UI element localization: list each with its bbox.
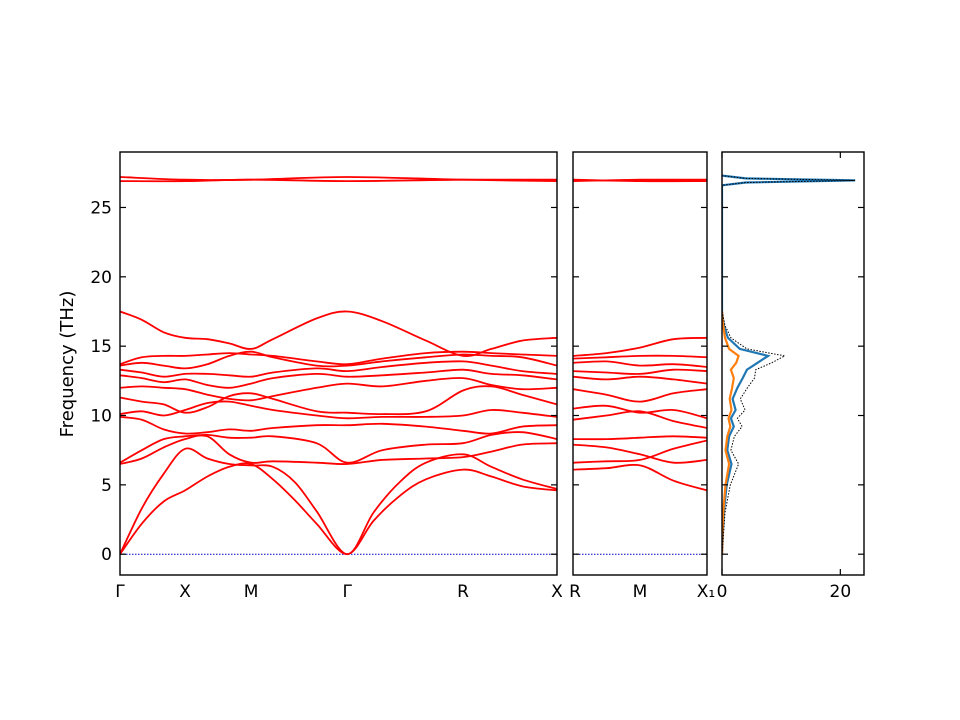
phonon-band-12 — [120, 310, 557, 358]
y-tick-label: 10 — [90, 407, 112, 427]
phonon-band-5 — [573, 404, 707, 420]
phonon-band-0 — [573, 463, 707, 492]
axes-frame — [119, 151, 558, 576]
plot-area — [120, 176, 557, 556]
band-structure-left-panel: Γ X M Γ R X 0 5 10 15 20 25 — [90, 151, 563, 602]
phonon-band-6 — [573, 388, 707, 403]
x-tick-label: R — [569, 582, 581, 602]
axes-frame — [572, 151, 708, 576]
density-of-states-panel: 0 20 — [717, 151, 865, 602]
y-tick-label: 0 — [101, 545, 112, 565]
phonon-band-7 — [120, 377, 557, 402]
x-tick-label: M — [633, 582, 648, 602]
dos-series-0 — [722, 174, 856, 555]
axes-frame — [721, 151, 865, 576]
band-structure-right-panel: R M X₁ — [569, 151, 715, 602]
dos-series-1 — [722, 311, 740, 555]
phonon-band-0 — [120, 462, 557, 556]
phonon-band-14 — [120, 176, 557, 182]
phonon-band-10 — [120, 350, 557, 370]
y-tick-label: 15 — [90, 337, 112, 357]
x-tick-label: R — [457, 582, 469, 602]
y-tick-label: 25 — [90, 198, 112, 218]
phonon-band-10 — [573, 354, 707, 360]
phonon-band-4 — [120, 416, 557, 435]
phonon-band-1 — [120, 447, 557, 556]
phonon-band-5 — [120, 400, 557, 420]
phonon-band-8 — [573, 368, 707, 375]
phonon-band-1 — [573, 439, 707, 464]
x-tick-label: X₁ — [697, 582, 715, 602]
phonon-band-3 — [573, 435, 707, 441]
x-tick-label: M — [244, 582, 259, 602]
phonon-band-11 — [120, 350, 557, 366]
plot-area — [722, 174, 856, 555]
x-tick-label: Γ — [115, 582, 125, 602]
dos-series-2 — [722, 175, 856, 555]
phonon-band-9 — [120, 360, 557, 378]
phonon-band-13 — [573, 178, 707, 183]
x-tick-label: 0 — [717, 582, 728, 602]
phonon-band-4 — [573, 410, 707, 429]
x-tick-label: X — [551, 582, 563, 602]
phonon-band-9 — [573, 360, 707, 368]
phonon-band-3 — [120, 431, 557, 464]
x-tick-label: 20 — [830, 582, 852, 602]
phonon-band-2 — [573, 443, 707, 464]
y-tick-label: 20 — [90, 268, 112, 288]
phonon-band-11 — [573, 336, 707, 357]
phonon-band-7 — [573, 375, 707, 385]
y-axis-label: Frequency (THz) — [57, 291, 78, 438]
y-tick-label: 5 — [101, 476, 112, 496]
phonon-band-6 — [120, 385, 557, 416]
x-tick-label: X — [179, 582, 191, 602]
plot-area — [573, 178, 707, 555]
phonon-band-2 — [120, 434, 557, 466]
x-tick-label: Γ — [342, 582, 352, 602]
phonon-band-8 — [120, 368, 557, 389]
